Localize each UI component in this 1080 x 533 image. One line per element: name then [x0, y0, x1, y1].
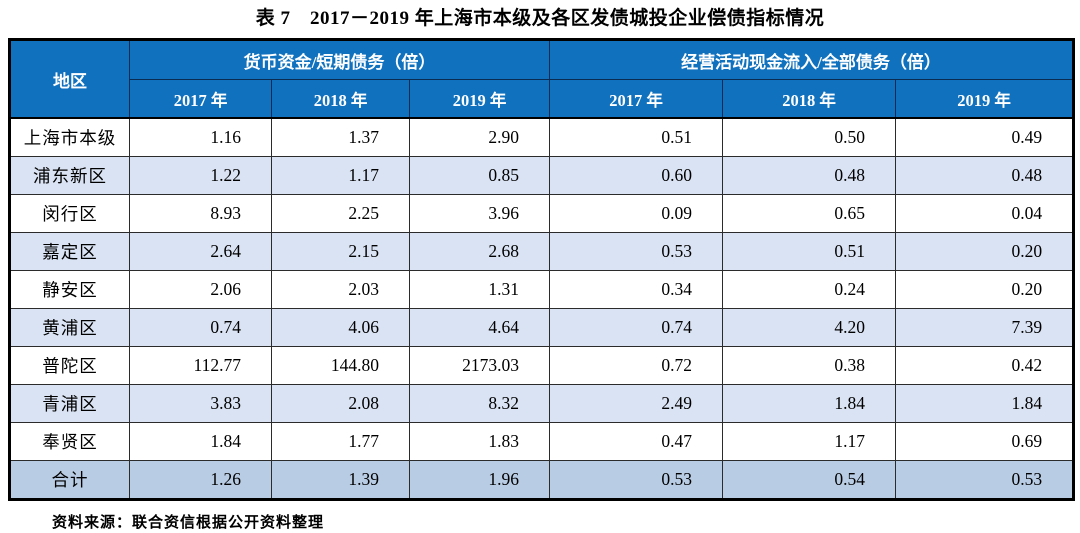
value-cell: 2.03 [271, 270, 410, 309]
table-row: 浦东新区 1.22 1.17 0.85 0.60 0.48 0.48 [9, 156, 1075, 195]
column-header-region: 地区 [9, 39, 130, 119]
value-cell: 4.20 [722, 308, 897, 347]
value-cell: 0.72 [549, 346, 724, 385]
table-title: 表 7 2017－2019 年上海市本级及各区发债城投企业偿债指标情况 [255, 8, 825, 29]
value-cell: 0.85 [408, 156, 551, 195]
value-cell: 0.09 [549, 194, 724, 233]
region-cell: 普陀区 [9, 346, 130, 385]
table-row: 黄浦区 0.74 4.06 4.64 0.74 4.20 7.39 [9, 308, 1075, 347]
column-header-year: 2019 年 [895, 79, 1075, 119]
value-cell: 8.32 [408, 384, 551, 423]
table-row: 青浦区 3.83 2.08 8.32 2.49 1.84 1.84 [9, 384, 1075, 423]
value-cell: 1.84 [895, 384, 1075, 423]
region-cell: 青浦区 [9, 384, 130, 423]
region-cell: 上海市本级 [9, 117, 130, 157]
value-cell: 1.77 [271, 422, 410, 461]
value-cell: 1.16 [129, 117, 272, 157]
value-cell: 1.83 [408, 422, 551, 461]
column-header-year: 2018 年 [271, 79, 410, 119]
value-cell: 7.39 [895, 308, 1075, 347]
table-header: 地区 货币资金/短期债务（倍） 经营活动现金流入/全部债务（倍） 2017 年 201… [9, 39, 1075, 119]
value-cell: 1.17 [271, 156, 410, 195]
value-cell: 0.54 [722, 460, 897, 500]
value-cell: 1.37 [271, 117, 410, 157]
value-cell: 0.53 [895, 460, 1075, 500]
value-cell: 2.25 [271, 194, 410, 233]
value-cell: 1.96 [408, 460, 551, 500]
value-cell: 0.42 [895, 346, 1075, 385]
value-cell: 0.47 [549, 422, 724, 461]
value-cell: 2.49 [549, 384, 724, 423]
table-row: 嘉定区 2.64 2.15 2.68 0.53 0.51 0.20 [9, 232, 1075, 271]
value-cell: 0.49 [895, 117, 1075, 157]
value-cell: 4.64 [408, 308, 551, 347]
value-cell: 0.51 [722, 232, 897, 271]
value-cell: 0.04 [895, 194, 1075, 233]
value-cell: 0.20 [895, 232, 1075, 271]
value-cell: 8.93 [129, 194, 272, 233]
value-cell: 0.48 [722, 156, 897, 195]
value-cell: 1.26 [129, 460, 272, 500]
value-cell: 1.84 [129, 422, 272, 461]
column-header-year: 2017 年 [129, 79, 272, 119]
region-cell: 静安区 [9, 270, 130, 309]
value-cell: 4.06 [271, 308, 410, 347]
value-cell: 0.53 [549, 460, 724, 500]
table-row: 普陀区 112.77 144.80 2173.03 0.72 0.38 0.42 [9, 346, 1075, 385]
value-cell: 1.22 [129, 156, 272, 195]
value-cell: 2.06 [129, 270, 272, 309]
table-row: 上海市本级 1.16 1.37 2.90 0.51 0.50 0.49 [9, 117, 1075, 157]
header-row-groups: 地区 货币资金/短期债务（倍） 经营活动现金流入/全部债务（倍） [9, 39, 1075, 119]
region-cell: 黄浦区 [9, 308, 130, 347]
value-cell: 0.48 [895, 156, 1075, 195]
value-cell: 0.65 [722, 194, 897, 233]
table-body: 上海市本级 1.16 1.37 2.90 0.51 0.50 0.49 浦东新区 1.22 1.1… [9, 117, 1075, 500]
value-cell: 1.17 [722, 422, 897, 461]
value-cell: 3.96 [408, 194, 551, 233]
value-cell: 0.20 [895, 270, 1075, 309]
region-cell: 嘉定区 [9, 232, 130, 271]
column-header-year: 2018 年 [722, 79, 897, 119]
value-cell: 0.60 [549, 156, 724, 195]
value-cell: 2.08 [271, 384, 410, 423]
debt-indicators-table: 地区 货币资金/短期债务（倍） 经营活动现金流入/全部债务（倍） 2017 年 201… [8, 38, 1076, 501]
value-cell: 0.50 [722, 117, 897, 157]
value-cell: 2173.03 [408, 346, 551, 385]
value-cell: 0.69 [895, 422, 1075, 461]
column-header-year: 2019 年 [408, 79, 551, 119]
value-cell: 2.68 [408, 232, 551, 271]
value-cell: 0.74 [549, 308, 724, 347]
value-cell: 112.77 [129, 346, 272, 385]
value-cell: 144.80 [271, 346, 410, 385]
header-row-years: 2017 年 2018 年 2019 年 2017 年 2018 年 2019 年 [10, 79, 1075, 119]
value-cell: 0.24 [722, 270, 897, 309]
value-cell: 0.34 [549, 270, 724, 309]
source-note: 资料来源：联合资信根据公开资料整理 [52, 515, 325, 531]
value-cell: 1.31 [408, 270, 551, 309]
column-group-header-1: 经营活动现金流入/全部债务（倍） [549, 39, 1075, 80]
region-cell: 奉贤区 [9, 422, 130, 461]
region-cell: 浦东新区 [9, 156, 130, 195]
region-cell: 合计 [9, 460, 130, 500]
value-cell: 0.53 [549, 232, 724, 271]
table-row: 静安区 2.06 2.03 1.31 0.34 0.24 0.20 [9, 270, 1075, 309]
column-group-header-0: 货币资金/短期债务（倍） [128, 39, 551, 80]
value-cell: 2.15 [271, 232, 410, 271]
region-cell: 闵行区 [9, 194, 130, 233]
table-total-row: 合计 1.26 1.39 1.96 0.53 0.54 0.53 [9, 460, 1075, 500]
table-row: 奉贤区 1.84 1.77 1.83 0.47 1.17 0.69 [9, 422, 1075, 461]
value-cell: 0.38 [722, 346, 897, 385]
value-cell: 3.83 [129, 384, 272, 423]
value-cell: 0.51 [549, 117, 724, 157]
value-cell: 1.84 [722, 384, 897, 423]
value-cell: 2.90 [408, 117, 551, 157]
column-header-year: 2017 年 [549, 79, 724, 119]
table-row: 闵行区 8.93 2.25 3.96 0.09 0.65 0.04 [9, 194, 1075, 233]
value-cell: 2.64 [129, 232, 272, 271]
value-cell: 1.39 [271, 460, 410, 500]
value-cell: 0.74 [129, 308, 272, 347]
